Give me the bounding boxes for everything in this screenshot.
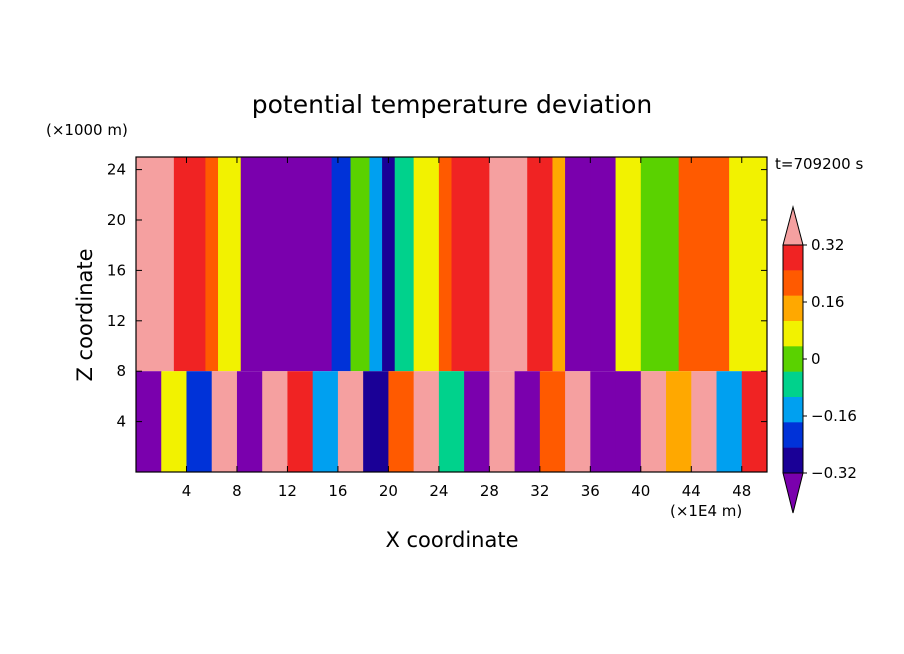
upper-layer-band — [331, 157, 352, 372]
x-tick-label: 16 — [328, 482, 347, 500]
lower-layer-band — [640, 371, 667, 472]
x-tick-label: 36 — [581, 482, 600, 500]
x-tick-label: 28 — [480, 482, 499, 500]
lower-layer-band — [413, 371, 440, 472]
lower-layer-band — [186, 371, 213, 472]
lower-layer-band — [363, 371, 389, 472]
lower-layer-band — [161, 371, 187, 472]
colorbar-band — [783, 270, 803, 296]
y-tick-label: 24 — [107, 161, 126, 179]
upper-layer-band — [394, 157, 415, 372]
plot-frame — [135, 156, 768, 473]
upper-layer-band — [218, 157, 242, 372]
colorbar-label: 0.16 — [811, 293, 844, 311]
x-tick-label: 8 — [232, 482, 242, 500]
x-tick-label: 24 — [429, 482, 448, 500]
upper-layer-band — [382, 157, 396, 372]
upper-layer-band — [369, 157, 383, 372]
upper-layer-band — [729, 157, 768, 372]
colorbar-label: −0.32 — [811, 464, 857, 482]
x-tick-label: 44 — [682, 482, 701, 500]
colorbar-label: 0 — [811, 350, 821, 368]
lower-layer-band — [337, 371, 364, 472]
upper-layer-band — [205, 157, 219, 372]
y-tick-label: 16 — [107, 261, 126, 279]
upper-layer-band — [438, 157, 452, 372]
y-axis: 4 8 12 16 20 24 — [107, 161, 767, 431]
lower-layer-band — [489, 371, 516, 472]
upper-layer-band — [173, 157, 206, 372]
colorbar-band — [783, 397, 803, 423]
y-unit-label: (×1000 m) — [46, 121, 128, 139]
upper-layer-band — [489, 157, 528, 372]
upper-layer-band — [640, 157, 680, 372]
colorbar-band — [783, 422, 803, 448]
upper-layer-band — [451, 157, 490, 372]
upper-layer-band — [240, 157, 288, 372]
upper-layer-band — [136, 157, 175, 372]
colorbar-label: −0.16 — [811, 407, 857, 425]
lower-layer-band — [388, 371, 415, 472]
upper-layer-band — [318, 157, 333, 372]
x-axis: 4 8 12 16 20 24 28 32 36 40 44 48 — [182, 157, 751, 500]
upper-layer-band — [527, 157, 553, 372]
x-unit-label: (×1E4 m) — [670, 502, 742, 520]
upper-layer-band — [678, 157, 730, 372]
colorbar-band — [783, 371, 803, 398]
y-tick-label: 12 — [107, 312, 126, 330]
x-tick-label: 48 — [732, 482, 751, 500]
lower-layer-band — [262, 371, 288, 472]
lower-layer-band — [716, 371, 743, 472]
chart-title: potential temperature deviation — [252, 90, 652, 119]
x-tick-label: 12 — [278, 482, 297, 500]
colorbar-bottom-arrow — [782, 472, 804, 514]
lower-layer-band — [691, 371, 718, 472]
y-tick-label: 20 — [107, 211, 126, 229]
colorbar-band — [783, 295, 803, 322]
colorbar-label: 0.32 — [811, 236, 844, 254]
upper-layer-band — [413, 157, 440, 372]
upper-layer-band — [565, 157, 591, 372]
x-tick-label: 4 — [182, 482, 192, 500]
upper-layer-band — [350, 157, 370, 372]
lower-layer-band — [287, 371, 314, 472]
upper-layer-band — [615, 157, 642, 372]
colorbar-band — [783, 245, 803, 271]
x-tick-label: 32 — [530, 482, 549, 500]
colorbar-band — [783, 321, 803, 347]
lower-layer-band — [514, 371, 541, 472]
lower-layer-band — [438, 371, 465, 472]
upper-layer-band — [287, 157, 320, 372]
y-tick-label: 4 — [116, 413, 126, 431]
y-tick-label: 8 — [116, 362, 126, 380]
plot-area — [136, 157, 768, 472]
x-tick-label: 40 — [631, 482, 650, 500]
lower-layer-band — [312, 371, 339, 472]
x-axis-title: X coordinate — [385, 528, 518, 552]
lower-layer-band — [464, 371, 490, 472]
lower-layer-band — [590, 371, 617, 472]
lower-layer-band — [211, 371, 238, 472]
colorbar-band — [783, 346, 803, 372]
lower-layer-band — [615, 371, 642, 472]
colorbar-band — [783, 447, 803, 474]
y-axis-title: Z coordinate — [73, 248, 97, 381]
upper-layer-band — [590, 157, 617, 372]
lower-layer-band — [666, 371, 692, 472]
lower-layer-band — [539, 371, 566, 472]
lower-layer-band — [565, 371, 591, 472]
colorbar-top-arrow — [782, 205, 804, 246]
lower-layer-band — [236, 371, 263, 472]
upper-layer-band — [552, 157, 566, 372]
x-tick-label: 20 — [379, 482, 398, 500]
time-label: t=709200 s — [775, 155, 863, 173]
colorbar: 0.32 0.16 0 −0.16 −0.32 — [782, 205, 857, 514]
